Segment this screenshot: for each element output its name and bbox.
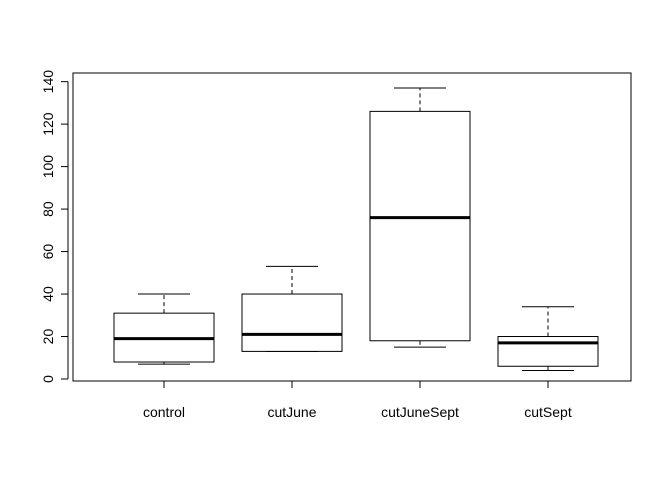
box-cutJuneSept — [369, 87, 471, 348]
box-cutJune — [241, 265, 343, 352]
boxes — [113, 87, 599, 372]
y-tick-label: 60 — [40, 244, 56, 260]
x-tick-label: cutJune — [267, 404, 316, 420]
y-tick-label: 120 — [40, 112, 56, 136]
iqr-box — [497, 336, 599, 367]
box-control — [113, 293, 215, 365]
x-tick-label: control — [143, 404, 185, 420]
iqr-box — [241, 293, 343, 352]
y-tick-label: 80 — [40, 201, 56, 217]
x-tick-label: cutSept — [524, 404, 572, 420]
y-tick-label: 140 — [40, 70, 56, 94]
x-axis: control cutJune cutJuneSept cutSept — [143, 380, 572, 420]
y-tick-label: 0 — [40, 375, 56, 383]
box-cutSept — [497, 306, 599, 372]
y-tick-label: 20 — [40, 329, 56, 345]
x-tick-label: cutJuneSept — [381, 404, 459, 420]
y-tick-label: 100 — [40, 155, 56, 179]
iqr-box — [369, 110, 471, 342]
y-tick-label: 40 — [40, 286, 56, 302]
y-axis: 0 20 40 60 80 100 120 140 — [40, 70, 69, 383]
